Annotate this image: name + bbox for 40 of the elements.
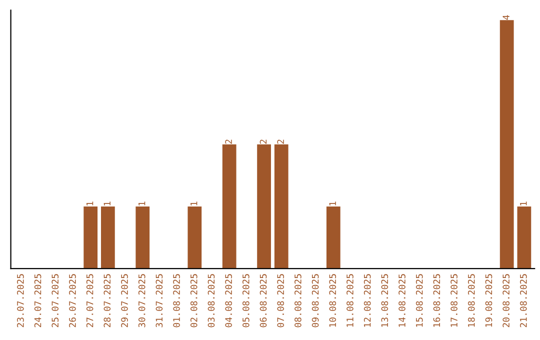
x-tick-label: 24.07.2025: [34, 274, 42, 328]
x-tick-label: 29.07.2025: [121, 274, 128, 328]
x-tick-label: 07.08.2025: [277, 274, 284, 328]
x-tick-label: 03.08.2025: [208, 274, 215, 328]
x-tick-label: 30.07.2025: [138, 274, 146, 328]
x-tick-label: 13.08.2025: [381, 274, 388, 327]
x-tick-label: 12.08.2025: [364, 274, 371, 327]
data-label: 1: [104, 202, 110, 206]
data-label: 1: [520, 202, 527, 206]
x-tick-label: 25.07.2025: [52, 274, 59, 328]
x-tick-label: 21.08.2025: [520, 274, 527, 328]
data-label: 2: [260, 140, 267, 144]
data-label: 1: [138, 202, 146, 206]
x-tick-label: 11.08.2025: [346, 274, 354, 327]
data-label: 2: [225, 140, 232, 144]
data-label: 2: [277, 140, 284, 144]
data-label: 1: [329, 202, 336, 206]
x-tick-label: 31.07.2025: [156, 274, 163, 328]
data-label: 1: [190, 202, 198, 206]
x-tick-label: 14.08.2025: [398, 274, 406, 327]
x-tick-label: 17.08.2025: [450, 274, 458, 327]
x-tick-label: 16.08.2025: [433, 274, 440, 327]
x-tick-label: 09.08.2025: [312, 274, 319, 328]
x-tick-label: 04.08.2025: [225, 274, 232, 328]
x-tick-label: 20.08.2025: [502, 274, 510, 328]
x-tick-label: 02.08.2025: [190, 274, 198, 328]
x-tick-label: 26.07.2025: [69, 274, 76, 328]
x-tick-label: 28.07.2025: [104, 274, 111, 328]
x-tick-label: 10.08.2025: [329, 274, 336, 327]
x-tick-label: 06.08.2025: [260, 274, 267, 328]
x-tick-label: 08.08.2025: [294, 274, 302, 328]
x-tick-label: 18.08.2025: [468, 274, 475, 327]
x-tick-label: 19.08.2025: [485, 274, 492, 327]
x-tick-label: 23.07.2025: [17, 274, 24, 328]
x-tick-label: 05.08.2025: [242, 274, 250, 328]
x-tick-label: 01.08.2025: [173, 274, 180, 328]
data-label: 4: [502, 15, 510, 20]
x-tick-label: 27.07.2025: [86, 274, 94, 328]
data-label: 1: [86, 202, 94, 206]
x-tick-label: 15.08.2025: [416, 274, 423, 327]
